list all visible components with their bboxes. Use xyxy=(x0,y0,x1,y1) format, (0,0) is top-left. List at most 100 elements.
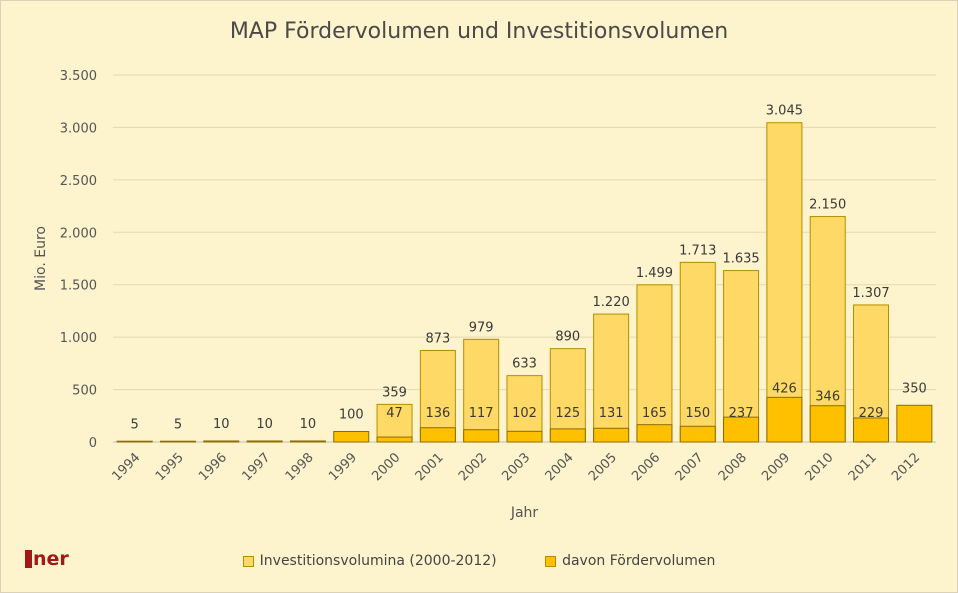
x-tick-label: 2004 xyxy=(543,450,577,484)
data-label-foerdervolumen: 5 xyxy=(131,417,139,432)
bar-investitionsvolumina xyxy=(723,270,760,443)
data-label-investitionsvolumina: 359 xyxy=(382,385,407,400)
bar-foerdervolumen xyxy=(203,440,240,443)
bar-foerdervolumen xyxy=(116,440,153,443)
y-tick-label: 3.000 xyxy=(60,121,97,136)
x-tick-label: 2000 xyxy=(369,450,403,484)
bar-foerdervolumen xyxy=(289,440,326,443)
bar-foerdervolumen xyxy=(549,428,586,443)
bar-investitionsvolumina xyxy=(809,216,846,443)
bar-foerdervolumen xyxy=(159,440,196,443)
bar-investitionsvolumina xyxy=(419,349,456,443)
bar-foerdervolumen xyxy=(896,404,933,443)
x-tick-label: 2006 xyxy=(629,450,663,484)
x-tick-label: 2002 xyxy=(456,450,490,484)
bar-foerdervolumen xyxy=(419,427,456,443)
bar-foerdervolumen xyxy=(809,405,846,443)
data-label-foerdervolumen: 5 xyxy=(174,417,182,432)
data-label-foerdervolumen: 350 xyxy=(902,381,927,396)
data-label-investitionsvolumina: 979 xyxy=(469,320,494,335)
data-label-foerdervolumen: 125 xyxy=(555,406,580,421)
y-tick-label: 500 xyxy=(72,384,97,399)
bar-investitionsvolumina xyxy=(463,338,500,443)
data-label-foerdervolumen: 100 xyxy=(339,408,364,423)
data-label-investitionsvolumina: 873 xyxy=(425,331,450,346)
bar-foerdervolumen xyxy=(593,427,630,443)
data-label-foerdervolumen: 47 xyxy=(386,406,403,421)
x-tick-label: 2001 xyxy=(413,450,447,484)
data-label-foerdervolumen: 346 xyxy=(815,390,840,405)
bar-investitionsvolumina xyxy=(766,122,803,443)
data-label-foerdervolumen: 237 xyxy=(729,406,754,421)
x-tick-label: 2007 xyxy=(673,450,707,484)
logo-mark-icon xyxy=(25,550,32,568)
data-label-foerdervolumen: 131 xyxy=(599,406,624,421)
data-label-investitionsvolumina: 1.499 xyxy=(636,266,673,281)
data-label-foerdervolumen: 150 xyxy=(685,406,710,421)
data-label-investitionsvolumina: 1.307 xyxy=(852,286,889,301)
data-label-investitionsvolumina: 1.220 xyxy=(593,295,630,310)
legend-label-foerdervolumen: davon Fördervolumen xyxy=(562,553,716,569)
legend-label-investitionsvolumina: Investitionsvolumina (2000-2012) xyxy=(259,553,497,569)
bar-foerdervolumen xyxy=(246,440,283,443)
data-label-investitionsvolumina: 3.045 xyxy=(766,104,803,119)
data-label-investitionsvolumina: 2.150 xyxy=(809,198,846,213)
x-tick-label: 1998 xyxy=(283,450,317,484)
bar-foerdervolumen xyxy=(679,425,716,443)
bar-foerdervolumen xyxy=(333,431,370,443)
bar-foerdervolumen xyxy=(723,416,760,443)
y-tick-label: 1.000 xyxy=(60,331,97,346)
bar-foerdervolumen xyxy=(376,436,413,443)
y-tick-label: 3.500 xyxy=(60,69,97,84)
bar-investitionsvolumina xyxy=(679,261,716,443)
x-tick-label: 1995 xyxy=(153,450,187,484)
x-tick-label: 2005 xyxy=(586,450,620,484)
data-label-foerdervolumen: 136 xyxy=(425,406,450,421)
data-label-investitionsvolumina: 1.713 xyxy=(679,243,716,258)
y-tick-label: 2.000 xyxy=(60,226,97,241)
bar-foerdervolumen xyxy=(853,417,890,443)
x-tick-label: 2011 xyxy=(846,450,880,484)
data-label-investitionsvolumina: 633 xyxy=(512,357,537,372)
x-tick-label: 2003 xyxy=(499,450,533,484)
x-tick-label: 1996 xyxy=(196,450,230,484)
x-tick-label: 2012 xyxy=(889,450,923,484)
logo-text: ner xyxy=(33,548,69,570)
bar-investitionsvolumina xyxy=(549,348,586,443)
x-tick-label: 1994 xyxy=(109,450,143,484)
bar-investitionsvolumina xyxy=(636,284,673,443)
x-tick-label: 2010 xyxy=(803,450,837,484)
data-label-foerdervolumen: 117 xyxy=(469,406,494,421)
legend-item-foerdervolumen: davon Fördervolumen xyxy=(545,553,715,569)
legend: Investitionsvolumina (2000-2012) davon F… xyxy=(1,553,957,571)
bar-foerdervolumen xyxy=(766,396,803,443)
iner-logo: ner xyxy=(25,548,69,570)
legend-swatch-foerdervolumen xyxy=(545,555,557,567)
data-label-foerdervolumen: 165 xyxy=(642,406,667,421)
x-tick-label: 2008 xyxy=(716,450,750,484)
x-tick-label: 1997 xyxy=(239,450,273,484)
data-label-foerdervolumen: 10 xyxy=(256,417,273,432)
bar-investitionsvolumina xyxy=(593,313,630,443)
legend-swatch-investitionsvolumina xyxy=(242,555,254,567)
data-label-investitionsvolumina: 890 xyxy=(555,330,580,345)
y-tick-label: 0 xyxy=(89,436,97,451)
data-label-foerdervolumen: 229 xyxy=(859,406,884,421)
y-axis-title: Mio. Euro xyxy=(33,226,49,291)
bar-investitionsvolumina xyxy=(376,403,413,443)
data-label-foerdervolumen: 10 xyxy=(300,417,317,432)
bar-foerdervolumen xyxy=(463,429,500,443)
legend-item-investitionsvolumina: Investitionsvolumina (2000-2012) xyxy=(242,553,497,569)
x-tick-label: 2009 xyxy=(759,450,793,484)
data-label-foerdervolumen: 102 xyxy=(512,406,537,421)
data-label-foerdervolumen: 426 xyxy=(772,381,797,396)
y-tick-label: 1.500 xyxy=(60,279,97,294)
bar-foerdervolumen xyxy=(506,430,543,443)
data-label-investitionsvolumina: 1.635 xyxy=(722,252,759,267)
x-tick-label: 1999 xyxy=(326,450,360,484)
y-tick-label: 2.500 xyxy=(60,174,97,189)
bar-foerdervolumen xyxy=(636,424,673,443)
x-axis-title: Jahr xyxy=(510,505,539,521)
